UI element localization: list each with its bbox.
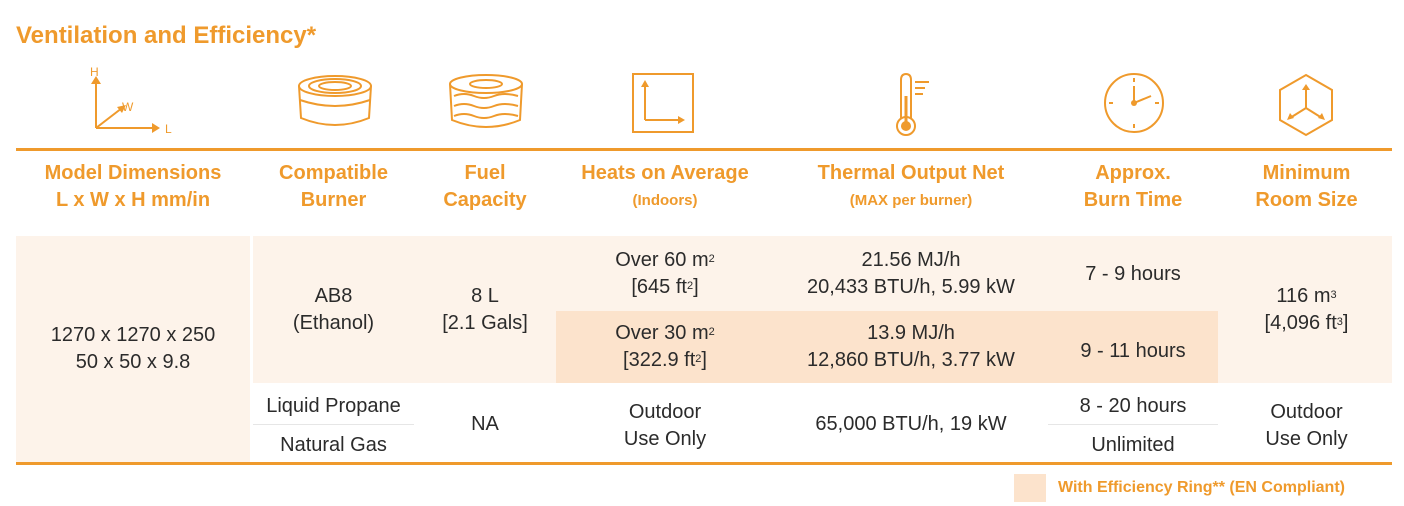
gas-room-size: Outdoor Use Only [1265,401,1348,450]
standard-heats: Over 60 m2 [645 ft2] [615,249,715,298]
efficiency-burn-time: 9 - 11 hours [1080,339,1186,362]
row-divider [253,424,414,425]
axis-l-label: L [165,122,172,136]
header-top-rule [16,148,1392,151]
gas-thermal-output: 65,000 BTU/h, 19 kW [815,412,1007,435]
ethanol-fuel-capacity: 8 L [2.1 Gals] [442,284,528,334]
header-room-size: Minimum Room Size [1255,162,1358,211]
header-thermal-sub: (MAX per burner) [849,192,973,209]
header-thermal-output: Thermal Output Net (MAX per burner) [777,160,1045,213]
room-area-icon [631,72,697,136]
header-burn-time: Approx. Burn Time [1083,162,1183,211]
dimensions-cell-bg [16,236,250,462]
gas-heats: Outdoor Use Only [623,401,707,450]
header-heats-on-average: Heats on Average (Indoors) [556,160,774,213]
propane-burner: Liquid Propane [266,394,401,417]
standard-burn-time: 7 - 9 hours [1085,262,1181,285]
ethanol-burner: AB8 (Ethanol) [292,284,375,334]
dimensions-value: 1270 x 1270 x 250 50 x 50 x 9.8 [50,324,216,373]
axis-w-label: W [122,100,134,114]
standard-thermal-output: 21.56 MJ/h 20,433 BTU/h, 5.99 kW [807,249,1015,298]
efficiency-legend-swatch [1014,474,1046,502]
row-divider [1048,424,1218,425]
efficiency-ring-highlight [556,311,1218,383]
header-compatible-burner: Compatible Burner [279,162,388,211]
gas-fuel-capacity: NA [471,412,499,435]
ethanol-room-size: 116 m3 [4,096 ft3] [1264,284,1349,334]
efficiency-thermal-output: 13.9 MJ/h 12,860 BTU/h, 3.77 kW [807,322,1015,371]
table-bottom-rule [16,462,1392,465]
thermometer-icon [893,72,937,138]
header-heats-sub: (Indoors) [632,192,698,209]
fuel-container-icon [444,72,528,134]
header-model-dimensions: Model Dimensions L x W x H mm/in [44,162,222,211]
room-cube-icon [1276,72,1336,138]
efficiency-heats: Over 30 m2 [322.9 ft2] [615,322,715,371]
propane-burn-time: 8 - 20 hours [1079,394,1187,417]
natural-gas-burner: Natural Gas [280,433,387,456]
axis-h-label: H [90,65,99,79]
burner-icon [293,72,377,134]
clock-icon [1101,72,1167,134]
efficiency-legend-label: With Efficiency Ring** (EN Compliant) [1058,479,1345,496]
natural-gas-burn-time: Unlimited [1091,433,1175,456]
section-title: Ventilation and Efficiency* [16,22,317,49]
header-fuel-capacity: Fuel Capacity [443,162,527,211]
dimensions-axes-icon: H W L [86,62,186,140]
